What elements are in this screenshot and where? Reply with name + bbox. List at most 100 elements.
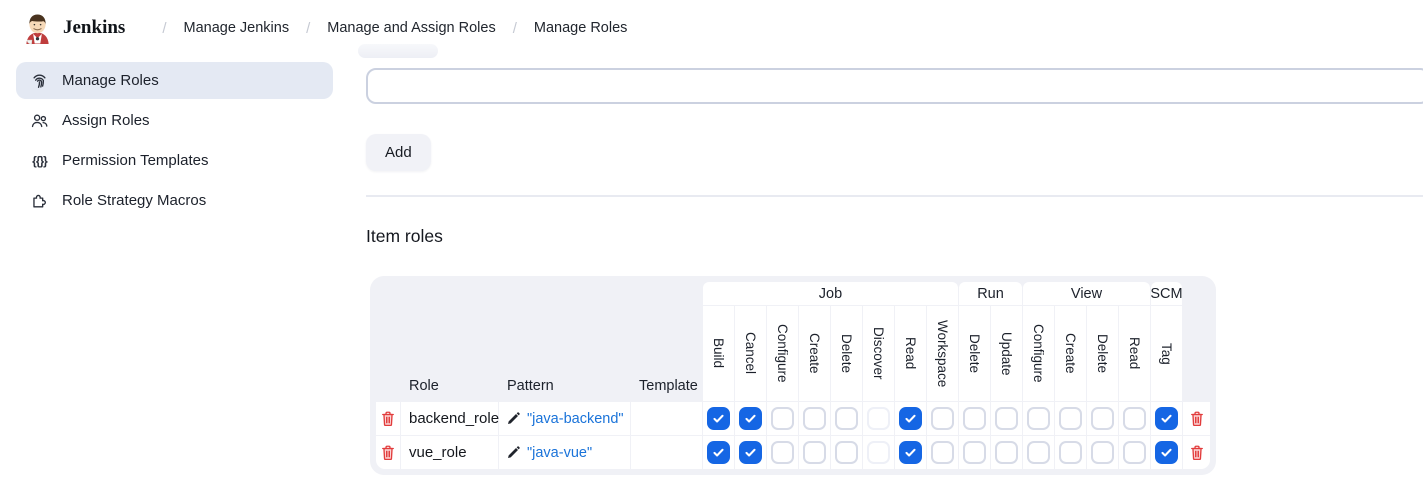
edit-pattern-pencil-icon[interactable] — [506, 445, 521, 460]
permission-cell — [767, 402, 798, 435]
pattern-cell: "java-backend" — [499, 402, 630, 435]
item-roles-table: Job Run View SCM Role Pattern Template Build Can… — [370, 276, 1216, 475]
permission-cell — [735, 402, 766, 435]
checkbox-job-discover — [867, 441, 890, 464]
checkbox-job-workspace[interactable] — [931, 407, 954, 430]
permission-cell — [1151, 436, 1182, 469]
perm-column-header-scm-tag: Tag — [1151, 306, 1182, 401]
delete-role-button-left-vue-role[interactable] — [376, 436, 400, 469]
permission-cell — [895, 402, 926, 435]
checkbox-view-delete[interactable] — [1091, 407, 1114, 430]
checkbox-job-workspace[interactable] — [931, 441, 954, 464]
permission-cell — [1119, 402, 1150, 435]
edit-pattern-pencil-icon[interactable] — [506, 411, 521, 426]
sidebar-item-permission-templates[interactable]: {{}} Permission Templates — [16, 142, 333, 179]
permission-cell — [1151, 402, 1182, 435]
sidebar: Manage Roles Assign Roles {{}} Permission T… — [16, 62, 333, 222]
header-spacer — [1183, 282, 1210, 305]
checkbox-job-delete[interactable] — [835, 407, 858, 430]
checkbox-job-create[interactable] — [803, 407, 826, 430]
permission-cell — [1087, 402, 1118, 435]
permission-cell — [959, 402, 990, 435]
column-header-template: Template — [639, 378, 698, 394]
checkbox-job-read[interactable] — [899, 441, 922, 464]
item-roles-heading: Item roles — [366, 226, 443, 246]
breadcrumb-separator: / — [162, 19, 167, 37]
checkbox-run-update[interactable] — [995, 407, 1018, 430]
breadcrumb-item-manage-and-assign-roles[interactable]: Manage and Assign Roles — [327, 20, 496, 36]
perm-column-header-run-update: Update — [991, 306, 1022, 401]
role-name-cell: vue_role — [401, 436, 498, 469]
template-cell — [631, 436, 702, 469]
checkbox-view-read[interactable] — [1123, 407, 1146, 430]
delete-role-button-left-backend-role[interactable] — [376, 402, 400, 435]
sidebar-item-assign-roles[interactable]: Assign Roles — [16, 102, 333, 139]
column-header-role: Role — [409, 378, 439, 394]
jenkins-butler-logo[interactable] — [22, 11, 53, 46]
checkbox-view-create[interactable] — [1059, 441, 1082, 464]
checkbox-job-configure[interactable] — [771, 441, 794, 464]
permission-cell — [1023, 436, 1054, 469]
users-icon — [30, 111, 49, 130]
perm-column-header-view-read: Read — [1119, 306, 1150, 401]
section-divider — [366, 195, 1423, 197]
sidebar-item-manage-roles[interactable]: Manage Roles — [16, 62, 333, 99]
perm-column-header-job-discover: Discover — [863, 306, 894, 401]
permission-cell — [895, 436, 926, 469]
permission-cell — [991, 436, 1022, 469]
perm-group-header-view: View — [1023, 282, 1150, 305]
checkbox-view-delete[interactable] — [1091, 441, 1114, 464]
breadcrumb-separator: / — [512, 19, 517, 37]
role-name-input[interactable] — [366, 68, 1423, 104]
role-name-cell: backend_role — [401, 402, 499, 435]
checkbox-view-create[interactable] — [1059, 407, 1082, 430]
checkbox-run-update[interactable] — [995, 441, 1018, 464]
perm-group-header-scm: SCM — [1150, 282, 1183, 305]
permission-cell — [927, 402, 958, 435]
perm-group-header-job: Job — [703, 282, 958, 305]
perm-column-header-job-workspace: Workspace — [927, 306, 958, 401]
sidebar-item-role-strategy-macros[interactable]: Role Strategy Macros — [16, 182, 333, 219]
sidebar-item-label: Role Strategy Macros — [62, 192, 207, 209]
column-header-pattern: Pattern — [507, 378, 554, 394]
delete-role-button-right-backend-role[interactable] — [1183, 402, 1210, 435]
trash-column-header — [376, 306, 400, 401]
checkbox-view-read[interactable] — [1123, 441, 1146, 464]
brand-title[interactable]: Jenkins — [63, 17, 126, 38]
permission-cell — [1055, 436, 1086, 469]
breadcrumb-separator: / — [306, 19, 311, 37]
trash-column-header — [1183, 306, 1210, 401]
checkbox-job-read[interactable] — [899, 407, 922, 430]
checkbox-job-create[interactable] — [803, 441, 826, 464]
permission-cell — [1119, 436, 1150, 469]
checkbox-scm-tag[interactable] — [1155, 441, 1178, 464]
permission-cell — [991, 402, 1022, 435]
permission-cell — [1087, 436, 1118, 469]
checkbox-job-cancel[interactable] — [739, 407, 762, 430]
checkbox-job-configure[interactable] — [771, 407, 794, 430]
pattern-link[interactable]: "java-backend" — [527, 410, 624, 427]
checkbox-run-delete[interactable] — [963, 441, 986, 464]
checkbox-job-delete[interactable] — [835, 441, 858, 464]
checkbox-view-configure[interactable] — [1027, 407, 1050, 430]
pattern-cell: "java-vue" — [499, 436, 630, 469]
checkbox-job-build[interactable] — [707, 407, 730, 430]
top-bar: Jenkins / Manage Jenkins / Manage and Assig… — [0, 0, 1423, 56]
checkbox-scm-tag[interactable] — [1155, 407, 1178, 430]
delete-role-button-right-vue-role[interactable] — [1183, 436, 1210, 469]
perm-column-header-view-delete: Delete — [1087, 306, 1118, 401]
perm-column-header-job-create: Create — [799, 306, 830, 401]
sidebar-item-label: Assign Roles — [62, 112, 150, 129]
add-role-button[interactable]: Add — [366, 134, 431, 171]
checkbox-run-delete[interactable] — [963, 407, 986, 430]
pattern-link[interactable]: "java-vue" — [527, 444, 593, 461]
breadcrumb-item-manage-jenkins[interactable]: Manage Jenkins — [183, 20, 290, 36]
perm-group-header-run: Run — [959, 282, 1022, 305]
checkbox-view-configure[interactable] — [1027, 441, 1050, 464]
checkbox-job-build[interactable] — [707, 441, 730, 464]
checkbox-job-cancel[interactable] — [739, 441, 762, 464]
permission-cell — [799, 436, 830, 469]
permission-cell — [735, 436, 766, 469]
breadcrumb-item-manage-roles[interactable]: Manage Roles — [533, 20, 628, 36]
